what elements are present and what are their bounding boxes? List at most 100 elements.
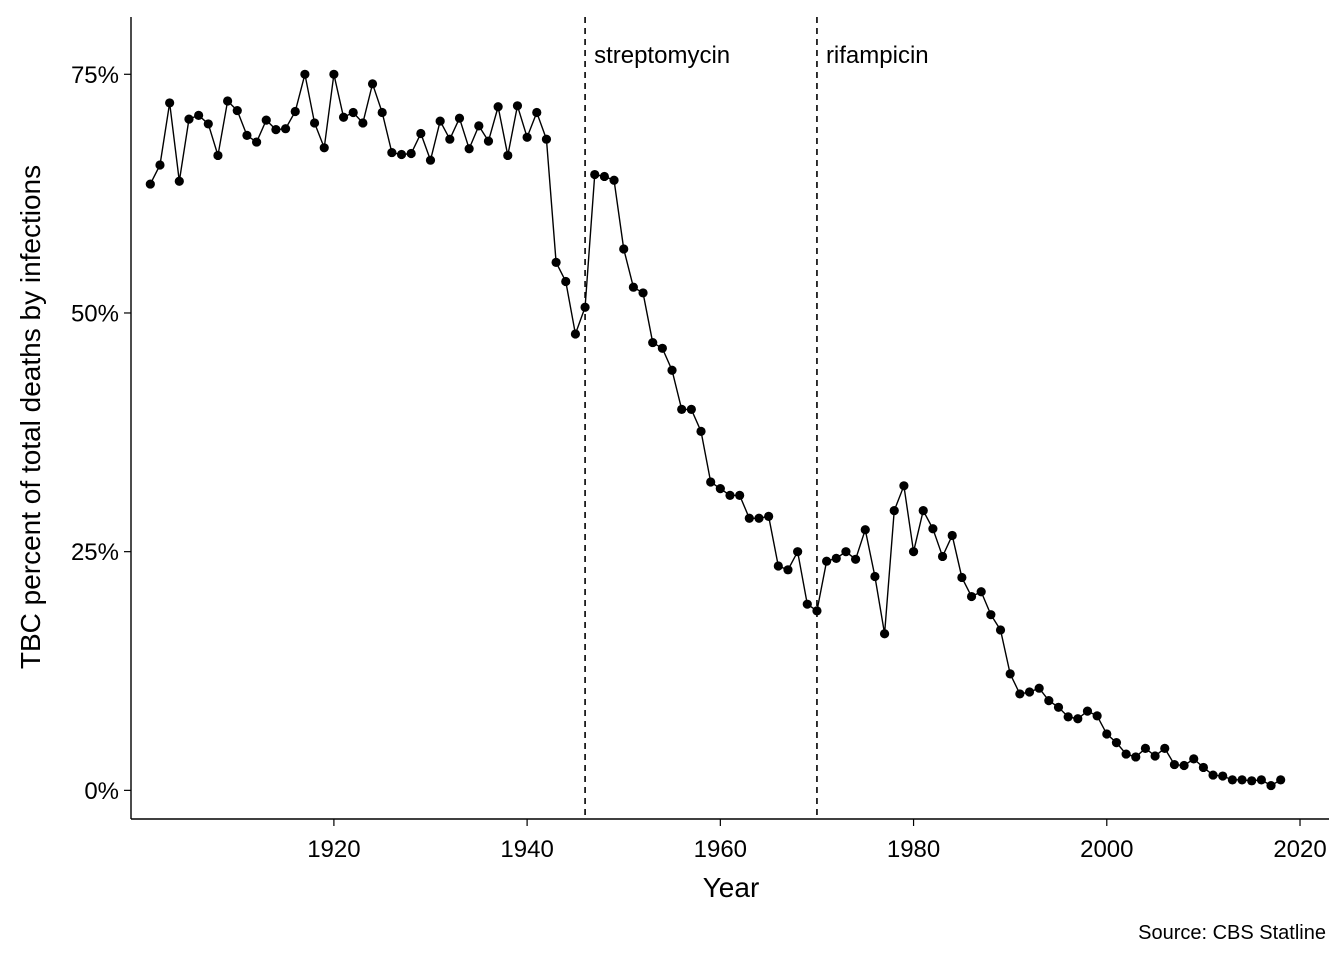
data-point <box>145 179 155 189</box>
data-point <box>667 365 677 375</box>
data-point <box>686 404 696 415</box>
data-point <box>338 112 349 122</box>
data-point <box>1024 687 1035 697</box>
y-tick-label: 0% <box>84 778 119 805</box>
data-point <box>184 114 194 124</box>
data-point <box>851 554 861 564</box>
data-point <box>358 118 368 128</box>
data-point <box>309 118 320 128</box>
data-point <box>203 119 213 129</box>
data-point <box>367 79 378 89</box>
data-point <box>1044 696 1054 706</box>
data-point <box>464 144 474 154</box>
data-point <box>793 547 803 557</box>
data-point <box>348 107 358 118</box>
x-tick-label: 1960 <box>694 836 747 863</box>
data-point <box>561 276 571 287</box>
data-points <box>145 69 1286 791</box>
data-point <box>870 571 880 582</box>
data-point <box>918 506 928 516</box>
data-point <box>648 337 658 348</box>
data-point <box>1121 749 1131 759</box>
data-point <box>290 106 300 117</box>
data-point <box>454 113 465 123</box>
data-point <box>1053 702 1064 712</box>
annotation-label: rifampicin <box>826 42 929 69</box>
y-axis-ticks: 0% 25% 50% 75% <box>71 62 131 805</box>
data-point <box>899 481 909 491</box>
data-point <box>155 160 165 170</box>
data-point <box>947 530 957 541</box>
data-point <box>532 107 542 118</box>
data-point <box>329 69 339 79</box>
annotation-lines <box>584 17 818 819</box>
data-point <box>483 136 494 146</box>
data-point <box>1237 775 1247 785</box>
data-point <box>1266 780 1276 791</box>
data-point <box>735 490 745 500</box>
data-point <box>213 150 223 161</box>
data-point <box>889 506 899 516</box>
data-point <box>541 134 552 144</box>
x-axis-ticks: 1920 1940 1960 1980 2000 2020 <box>307 819 1327 863</box>
data-point <box>638 288 648 298</box>
data-point <box>425 155 436 165</box>
x-tick-label: 2020 <box>1273 836 1326 863</box>
data-point <box>319 143 329 153</box>
data-point <box>271 125 281 135</box>
data-point <box>242 130 252 140</box>
data-point <box>280 124 291 134</box>
data-point <box>744 513 754 523</box>
data-point <box>551 257 561 267</box>
data-point <box>677 404 687 415</box>
annotation-label: streptomycin <box>594 42 730 69</box>
data-point <box>609 175 619 185</box>
data-point <box>512 101 523 111</box>
y-tick-label: 75% <box>71 62 119 89</box>
data-point <box>1218 771 1228 781</box>
data-point <box>522 132 532 142</box>
data-point <box>493 102 503 112</box>
data-point <box>1073 714 1083 724</box>
data-point <box>754 513 764 523</box>
data-point <box>570 329 581 339</box>
data-point <box>406 148 416 159</box>
data-point <box>773 561 783 571</box>
annotation-labels: streptomycin rifampicin <box>594 42 929 69</box>
data-point <box>657 343 667 353</box>
data-point <box>725 490 735 500</box>
data-point <box>252 137 262 147</box>
data-point <box>822 556 832 566</box>
data-point <box>1198 762 1208 773</box>
data-point <box>599 171 610 182</box>
data-point <box>1111 738 1122 748</box>
data-point <box>580 302 590 312</box>
x-axis-title: Year <box>703 872 760 903</box>
data-point <box>1150 751 1160 761</box>
series-line <box>149 74 1282 787</box>
x-tick-label: 1920 <box>307 836 360 863</box>
data-point <box>802 599 812 609</box>
data-point <box>590 169 600 180</box>
data-point <box>223 96 233 106</box>
data-point <box>696 426 706 436</box>
data-point <box>174 176 184 186</box>
data-point <box>831 553 841 563</box>
data-point <box>1102 729 1112 739</box>
data-point <box>1140 743 1151 753</box>
data-point <box>966 591 977 602</box>
data-point <box>261 115 271 125</box>
data-point <box>445 134 455 144</box>
x-tick-label: 1980 <box>887 836 940 863</box>
data-point <box>1189 754 1199 764</box>
data-point <box>908 547 919 557</box>
data-point <box>416 128 426 139</box>
data-point <box>619 244 629 254</box>
source-caption: Source: CBS Statline <box>1138 922 1326 944</box>
x-tick-label: 2000 <box>1080 836 1133 863</box>
data-point <box>1034 683 1044 693</box>
data-point <box>1092 711 1102 721</box>
data-point <box>387 147 397 158</box>
data-point <box>1179 760 1189 771</box>
data-point <box>628 282 638 292</box>
